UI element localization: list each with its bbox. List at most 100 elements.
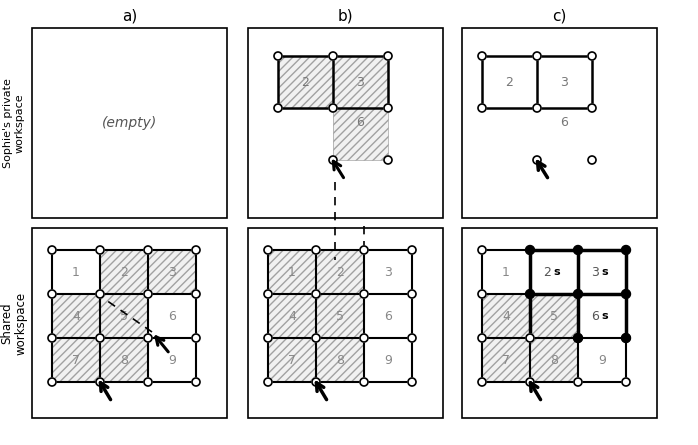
Circle shape xyxy=(478,246,486,254)
Circle shape xyxy=(478,104,486,112)
Text: 2: 2 xyxy=(543,266,551,279)
Circle shape xyxy=(144,290,152,298)
Circle shape xyxy=(329,156,337,164)
Bar xyxy=(278,56,388,108)
Circle shape xyxy=(264,378,272,386)
Text: 4: 4 xyxy=(502,310,510,323)
Circle shape xyxy=(48,290,56,298)
Circle shape xyxy=(588,52,596,60)
Text: (empty): (empty) xyxy=(102,116,157,130)
Circle shape xyxy=(574,334,582,342)
Text: s: s xyxy=(601,311,608,321)
Text: 9: 9 xyxy=(168,353,176,367)
Circle shape xyxy=(329,52,337,60)
Circle shape xyxy=(384,156,392,164)
Text: 2: 2 xyxy=(120,266,128,279)
Text: 2: 2 xyxy=(302,76,309,89)
Text: 1: 1 xyxy=(288,266,296,279)
Circle shape xyxy=(533,104,541,112)
Circle shape xyxy=(312,378,320,386)
Circle shape xyxy=(360,378,368,386)
Text: 3: 3 xyxy=(384,266,392,279)
Bar xyxy=(248,28,443,218)
Text: 7: 7 xyxy=(502,353,510,367)
Circle shape xyxy=(192,290,200,298)
Circle shape xyxy=(588,104,596,112)
Text: 6: 6 xyxy=(168,310,176,323)
Circle shape xyxy=(478,378,486,386)
Bar xyxy=(462,28,657,218)
Bar xyxy=(278,56,388,108)
Text: s: s xyxy=(553,267,560,277)
Circle shape xyxy=(526,378,534,386)
Bar xyxy=(462,228,657,418)
Circle shape xyxy=(96,246,104,254)
Circle shape xyxy=(360,246,368,254)
Text: 6: 6 xyxy=(560,116,568,129)
Circle shape xyxy=(96,378,104,386)
Circle shape xyxy=(360,334,368,342)
Circle shape xyxy=(329,104,337,112)
Circle shape xyxy=(48,334,56,342)
Text: 9: 9 xyxy=(384,353,392,367)
Circle shape xyxy=(264,290,272,298)
Circle shape xyxy=(274,104,282,112)
Circle shape xyxy=(384,104,392,112)
Text: 8: 8 xyxy=(120,353,128,367)
Text: 5: 5 xyxy=(336,310,344,323)
Circle shape xyxy=(478,290,486,298)
Text: 9: 9 xyxy=(598,353,606,367)
Circle shape xyxy=(408,290,416,298)
Bar xyxy=(32,28,227,218)
Text: 4: 4 xyxy=(288,310,296,323)
Text: 2: 2 xyxy=(336,266,344,279)
Circle shape xyxy=(264,246,272,254)
Text: 7: 7 xyxy=(288,353,296,367)
Circle shape xyxy=(144,246,152,254)
Bar xyxy=(482,294,578,382)
Circle shape xyxy=(621,246,630,255)
Text: a): a) xyxy=(122,8,137,24)
Circle shape xyxy=(621,290,630,299)
Circle shape xyxy=(312,290,320,298)
Circle shape xyxy=(144,334,152,342)
Circle shape xyxy=(622,334,630,342)
Circle shape xyxy=(533,156,541,164)
Circle shape xyxy=(48,378,56,386)
Circle shape xyxy=(312,246,320,254)
Circle shape xyxy=(48,246,56,254)
Text: 6: 6 xyxy=(384,310,392,323)
Circle shape xyxy=(264,334,272,342)
Bar xyxy=(52,294,148,382)
Bar xyxy=(268,250,364,382)
Bar xyxy=(100,250,196,294)
Text: 1: 1 xyxy=(72,266,80,279)
Circle shape xyxy=(408,246,416,254)
Text: 1: 1 xyxy=(502,266,510,279)
Circle shape xyxy=(312,334,320,342)
Text: 6: 6 xyxy=(591,310,599,323)
Bar xyxy=(482,294,578,382)
Bar xyxy=(100,250,196,294)
Circle shape xyxy=(621,333,630,343)
Text: b): b) xyxy=(338,8,353,24)
Text: 3: 3 xyxy=(591,266,599,279)
Text: c): c) xyxy=(552,8,567,24)
Circle shape xyxy=(478,334,486,342)
Text: 5: 5 xyxy=(550,310,558,323)
Text: s: s xyxy=(601,267,608,277)
Text: 3: 3 xyxy=(357,76,364,89)
Circle shape xyxy=(574,290,583,299)
Circle shape xyxy=(192,334,200,342)
Circle shape xyxy=(192,378,200,386)
Bar xyxy=(268,250,364,382)
Circle shape xyxy=(274,52,282,60)
Bar xyxy=(333,108,388,160)
Circle shape xyxy=(574,246,583,255)
Text: 8: 8 xyxy=(550,353,558,367)
Circle shape xyxy=(622,378,630,386)
Bar xyxy=(52,294,148,382)
Text: 2: 2 xyxy=(505,76,514,89)
Circle shape xyxy=(96,334,104,342)
Text: Shared
workspace: Shared workspace xyxy=(0,291,28,355)
